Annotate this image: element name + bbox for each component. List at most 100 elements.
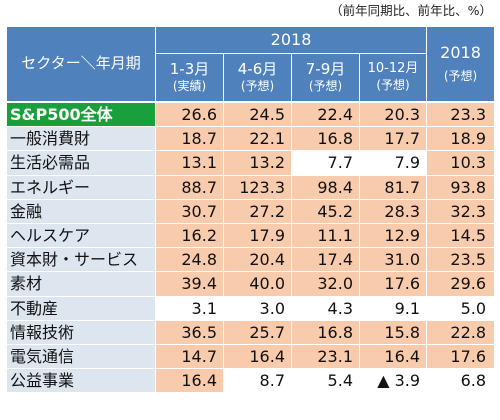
value-cell: 93.8 xyxy=(426,174,496,200)
annual-header-label: 2018 xyxy=(440,42,481,62)
value-cell: 31.0 xyxy=(358,247,428,273)
value-cell: 14.7 xyxy=(155,343,224,370)
value-cell: 15.8 xyxy=(358,319,428,345)
sector-label: 金融 xyxy=(6,198,156,224)
value-cell: 16.8 xyxy=(291,126,360,152)
table-row: 素材 39.4 40.0 32.0 17.6 29.6 xyxy=(6,271,496,297)
value-cell: 16.8 xyxy=(291,319,360,345)
year-group-header: 2018 xyxy=(154,26,428,54)
value-cell: 16.4 xyxy=(223,343,292,370)
value-cell: 7.9 xyxy=(358,150,428,176)
value-cell: 5.0 xyxy=(426,295,496,321)
sector-label: 電気通信 xyxy=(6,343,156,370)
period-sub: (実績) xyxy=(172,79,207,94)
period-header-q3: 7-9月 (予想) xyxy=(291,53,360,103)
sector-label: 不動産 xyxy=(6,295,156,321)
sector-label: 一般消費財 xyxy=(6,126,156,152)
sector-label: 素材 xyxy=(6,271,156,297)
sector-label: 情報技術 xyxy=(6,319,156,345)
value-cell: 17.6 xyxy=(358,271,428,297)
value-cell: 17.7 xyxy=(358,126,428,152)
value-cell: 14.5 xyxy=(426,222,496,249)
value-cell: 32.0 xyxy=(291,271,360,297)
value-cell: 5.4 xyxy=(291,368,360,394)
value-cell: 98.4 xyxy=(291,174,360,200)
value-cell: 3.1 xyxy=(155,295,224,321)
table-row: 金融 30.7 27.2 45.2 28.3 32.3 xyxy=(6,198,496,224)
value-cell: 10.3 xyxy=(426,150,496,176)
value-cell: 28.3 xyxy=(358,198,428,224)
period-header-q4: 10-12月 (予想) xyxy=(358,53,428,103)
value-cell: 36.5 xyxy=(155,319,224,345)
period-sub: (予想) xyxy=(376,78,410,93)
sector-label: 公益事業 xyxy=(6,368,156,394)
value-cell: 24.8 xyxy=(155,247,224,273)
value-cell: 88.7 xyxy=(155,174,224,200)
value-cell: 3.0 xyxy=(223,295,292,321)
value-cell: 17.9 xyxy=(223,222,292,249)
units-note: （前年同期比、前年比、%） xyxy=(330,3,492,18)
value-cell: 16.2 xyxy=(155,222,224,249)
sector-label: S&P500全体 xyxy=(6,101,156,128)
table-row: 公益事業 16.4 8.7 5.4 ▲ 3.9 6.8 xyxy=(6,368,496,394)
sector-label: 資本財・サービス xyxy=(6,247,156,273)
value-cell: 20.3 xyxy=(358,101,428,128)
table-row: 一般消費財 18.7 22.1 16.8 17.7 18.9 xyxy=(6,126,496,152)
value-cell: 18.7 xyxy=(155,126,224,152)
sector-label: ヘルスケア xyxy=(6,222,156,249)
value-cell: 22.4 xyxy=(291,101,360,128)
value-cell: 29.6 xyxy=(426,271,496,297)
value-cell: 30.7 xyxy=(155,198,224,224)
table-row: S&P500全体 26.6 24.5 22.4 20.3 23.3 xyxy=(6,101,496,128)
value-cell: 7.7 xyxy=(291,150,360,176)
value-cell: 22.1 xyxy=(223,126,292,152)
value-cell: 123.3 xyxy=(223,174,292,200)
value-cell: ▲ 3.9 xyxy=(358,368,428,394)
table-row: 生活必需品 13.1 13.2 7.7 7.9 10.3 xyxy=(6,150,496,176)
sector-earnings-table: セクター＼年月期 2018 2018 (予想) 1-3月 (実績) 4-6月 (… xyxy=(6,26,496,394)
value-cell: 24.5 xyxy=(223,101,292,128)
value-cell: 39.4 xyxy=(155,271,224,297)
period-label: 1-3月 xyxy=(169,59,210,78)
annual-header: 2018 (予想) xyxy=(426,26,496,103)
annual-header-sub: (予想) xyxy=(443,69,478,84)
value-cell: 22.8 xyxy=(426,319,496,345)
table-row: 資本財・サービス 24.8 20.4 17.4 31.0 23.5 xyxy=(6,247,496,273)
value-cell: 40.0 xyxy=(223,271,292,297)
period-label: 7-9月 xyxy=(305,59,346,78)
value-cell: 16.4 xyxy=(155,368,224,394)
table-row: 情報技術 36.5 25.7 16.8 15.8 22.8 xyxy=(6,319,496,345)
value-cell: 20.4 xyxy=(223,247,292,273)
value-cell: 81.7 xyxy=(358,174,428,200)
value-cell: 27.2 xyxy=(223,198,292,224)
sector-label: 生活必需品 xyxy=(6,150,156,176)
table-row: 電気通信 14.7 16.4 23.1 16.4 17.6 xyxy=(6,343,496,370)
value-cell: 26.6 xyxy=(155,101,224,128)
value-cell: 13.2 xyxy=(223,150,292,176)
value-cell: 18.9 xyxy=(426,126,496,152)
value-cell: 23.3 xyxy=(426,101,496,128)
value-cell: 13.1 xyxy=(155,150,224,176)
value-cell: 6.8 xyxy=(426,368,496,394)
value-cell: 4.3 xyxy=(291,295,360,321)
period-label: 10-12月 xyxy=(367,61,419,77)
value-cell: 8.7 xyxy=(223,368,292,394)
period-sub: (予想) xyxy=(240,79,275,94)
table-row: エネルギー 88.7 123.3 98.4 81.7 93.8 xyxy=(6,174,496,200)
table-row: ヘルスケア 16.2 17.9 11.1 12.9 14.5 xyxy=(6,222,496,249)
value-cell: 23.5 xyxy=(426,247,496,273)
period-label: 4-6月 xyxy=(237,59,278,78)
period-header-q2: 4-6月 (予想) xyxy=(223,53,292,103)
value-cell: 17.4 xyxy=(291,247,360,273)
value-cell: 16.4 xyxy=(358,343,428,370)
value-cell: 32.3 xyxy=(426,198,496,224)
value-cell: 17.6 xyxy=(426,343,496,370)
period-header-q1: 1-3月 (実績) xyxy=(155,53,224,103)
period-sub: (予想) xyxy=(308,79,343,94)
value-cell: 25.7 xyxy=(223,319,292,345)
table-row: 不動産 3.1 3.0 4.3 9.1 5.0 xyxy=(6,295,496,321)
value-cell: 23.1 xyxy=(291,343,360,370)
value-cell: 12.9 xyxy=(358,222,428,249)
value-cell: 11.1 xyxy=(291,222,360,249)
sector-label: エネルギー xyxy=(6,174,156,200)
